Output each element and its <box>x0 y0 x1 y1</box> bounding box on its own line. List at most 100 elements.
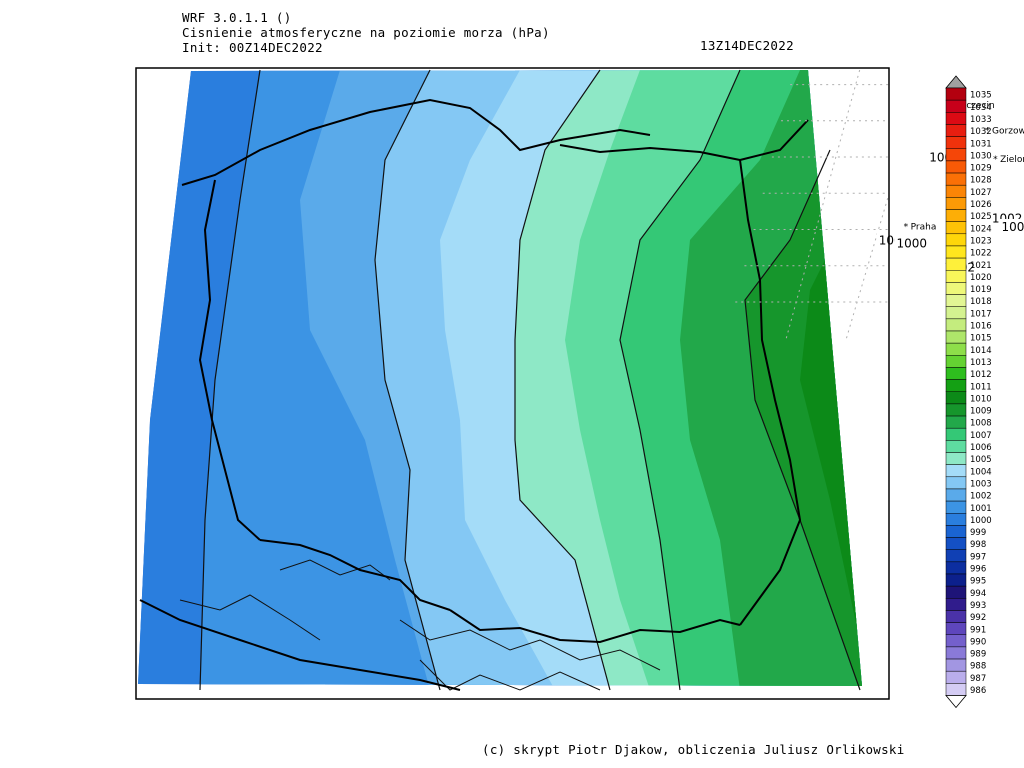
scale-label: 1016 <box>970 322 992 332</box>
scale-swatch <box>945 306 967 320</box>
scale-label: 996 <box>970 565 986 575</box>
scale-swatch <box>945 342 967 356</box>
isobar-1008 <box>619 69 741 691</box>
scale-swatch <box>945 452 967 465</box>
isobar-1010 <box>744 149 861 691</box>
credit-text: (c) skrypt Piotr Djakow, obliczenia Juli… <box>482 742 905 757</box>
scale-swatch <box>945 209 967 222</box>
isobar-1006 <box>514 69 611 691</box>
scale-label: 1025 <box>970 212 992 222</box>
border-line-4 <box>449 609 741 644</box>
scale-swatch <box>945 525 967 538</box>
scale-label: 991 <box>970 625 986 635</box>
scale-label: 998 <box>970 540 986 550</box>
scale-swatch <box>945 221 967 235</box>
field-title: Cisnienie atmosferyczne na poziomie morz… <box>182 25 550 40</box>
scale-swatch <box>945 549 967 563</box>
scale-label: 1014 <box>970 346 992 356</box>
scale-swatch <box>945 270 967 283</box>
scale-label: 1006 <box>970 443 992 453</box>
scale-label: 1001 <box>970 504 992 514</box>
grid-lon <box>785 68 861 339</box>
scale-swatch <box>945 440 967 453</box>
init-time: Init: 00Z14DEC2022 <box>182 40 323 55</box>
scale-swatch <box>945 172 967 186</box>
scale-swatch <box>945 282 967 295</box>
scale-swatch <box>945 610 967 623</box>
scale-swatch <box>945 464 967 478</box>
scale-label: 1020 <box>970 273 992 283</box>
scale-label: 1033 <box>970 115 992 125</box>
scale-label: 1010 <box>970 394 992 404</box>
scale-label: 1003 <box>970 479 992 489</box>
scale-label: 987 <box>970 674 986 684</box>
lat-lon-grid <box>735 68 889 339</box>
scale-label: 993 <box>970 601 986 611</box>
grid-lon <box>846 192 889 339</box>
city-marker: * <box>904 223 909 233</box>
scale-label: 999 <box>970 528 986 538</box>
scale-swatch <box>945 415 967 429</box>
scale-swatch <box>945 403 967 417</box>
scale-label: 1035 <box>970 91 992 101</box>
city-label: Zielona Gora <box>1000 155 1024 165</box>
scale-label: 1034 <box>970 103 992 113</box>
scale-label: 1031 <box>970 139 992 149</box>
scale-swatch <box>945 670 967 684</box>
city-gorzow-wlkp: *Gorzow Wlkp <box>985 127 1024 137</box>
scale-swatch <box>945 87 967 101</box>
scale-label: 1021 <box>970 261 992 271</box>
scale-label: 1019 <box>970 285 992 295</box>
scale-swatch <box>945 622 967 635</box>
scale-label: 1029 <box>970 164 992 174</box>
scale-label: 995 <box>970 577 986 587</box>
scale-label: 992 <box>970 613 986 623</box>
scale-label: 1007 <box>970 431 992 441</box>
scale-swatch <box>945 427 967 441</box>
scale-label: 1028 <box>970 176 992 186</box>
scale-swatch <box>945 99 967 113</box>
scale-label: 1009 <box>970 407 992 417</box>
scale-label: 1011 <box>970 382 992 392</box>
border-line-3 <box>259 539 451 611</box>
scale-swatch <box>945 658 967 672</box>
scale-label: 1022 <box>970 249 992 259</box>
scale-swatch <box>945 634 967 648</box>
isobar-detail-3 <box>179 594 321 641</box>
city-label: Gorzow Wlkp <box>992 127 1024 137</box>
scale-label: 1027 <box>970 188 992 198</box>
scale-label: 1015 <box>970 334 992 344</box>
border-line-7 <box>739 119 809 161</box>
scale-swatch <box>945 561 967 575</box>
scale-label: 1023 <box>970 236 992 246</box>
scale-swatch <box>945 391 967 405</box>
scale-swatch <box>945 245 967 259</box>
scale-label: 986 <box>970 686 986 696</box>
scale-swatch <box>945 197 967 210</box>
scale-label: 1008 <box>970 419 992 429</box>
scale-label: 1017 <box>970 309 992 319</box>
scale-swatch <box>945 488 967 502</box>
scale-label: 1000 <box>970 516 992 526</box>
city-praha: * Praha <box>904 223 937 233</box>
isobar-label-bg <box>999 218 1024 234</box>
scale-label: 1032 <box>970 127 992 137</box>
country-borders <box>139 98 809 691</box>
isobar-label-bg <box>894 235 929 251</box>
scale-swatch <box>945 537 967 550</box>
scale-label: 1013 <box>970 358 992 368</box>
scale-swatch <box>945 136 967 150</box>
scale-swatch <box>945 124 967 137</box>
scale-swatch <box>945 318 967 332</box>
city-label: Praha <box>911 223 937 233</box>
scale-bottom-arrow <box>945 695 967 709</box>
isobar-label-text: 1000 <box>896 236 927 250</box>
valid-time: 13Z14DEC2022 <box>700 38 794 53</box>
scale-label: 988 <box>970 662 986 672</box>
city-label: Szczecin <box>956 101 995 111</box>
scale-label: 1005 <box>970 455 992 465</box>
isobar-label: 1002 <box>999 218 1024 234</box>
scale-swatch <box>945 160 967 174</box>
city-zielona-gora: *Zielona Gora <box>993 155 1024 165</box>
